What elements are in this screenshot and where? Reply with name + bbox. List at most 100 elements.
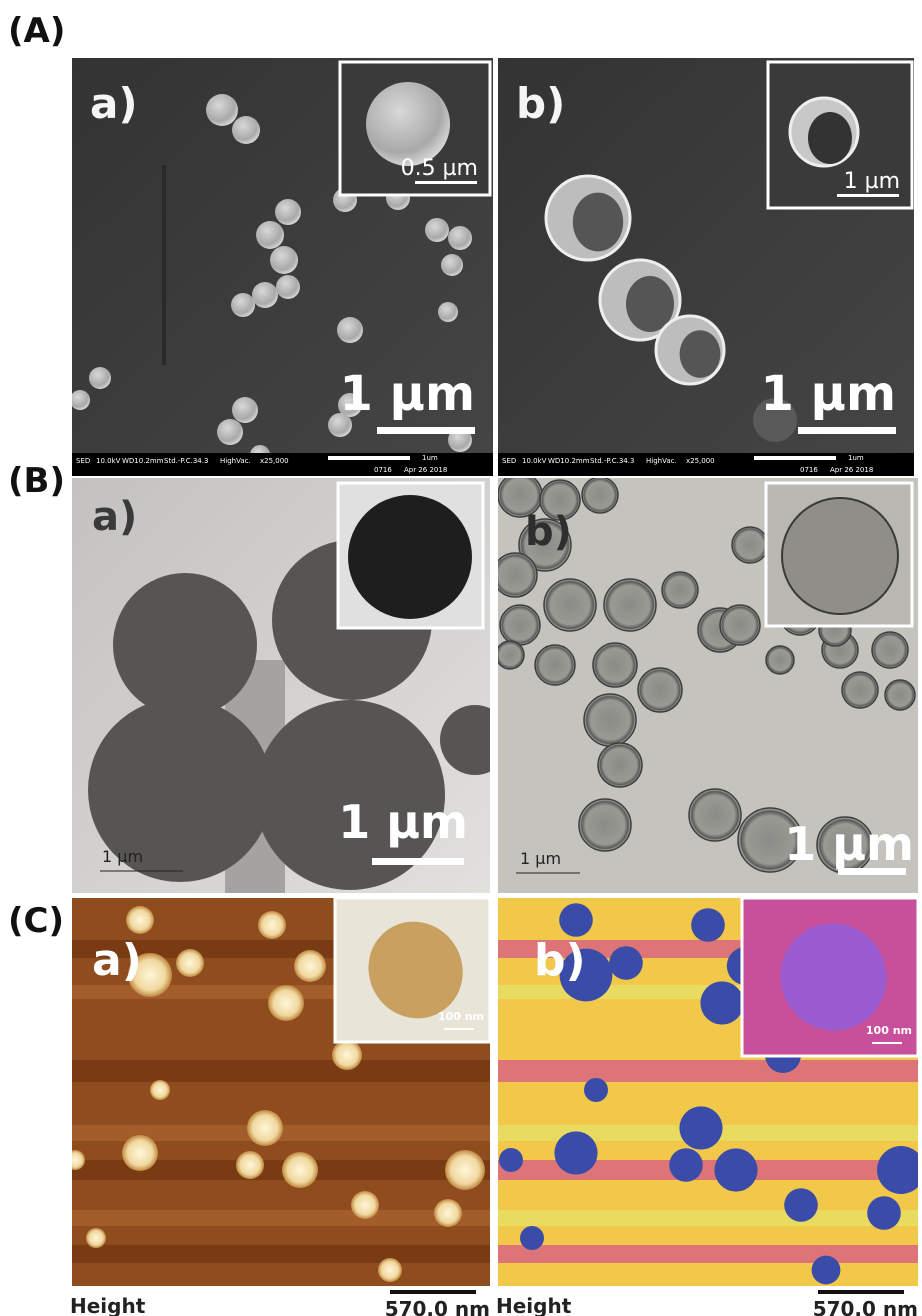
afm-particle (86, 1228, 106, 1248)
afm-particle (294, 950, 326, 982)
particle (231, 293, 255, 317)
particle (328, 413, 352, 437)
scale-label: 1 µm (340, 366, 475, 422)
afm-stripe (498, 1160, 918, 1180)
tem-capsule (637, 667, 683, 713)
scale-bar (390, 1290, 476, 1294)
panel-label: a) (92, 935, 142, 986)
scale-label: 1 µm (761, 366, 896, 422)
afm-particle (247, 1110, 283, 1146)
panel-image (498, 478, 918, 893)
inset-particle (780, 923, 887, 1031)
afm-particle (700, 981, 744, 1025)
afm-particle (609, 946, 643, 980)
inset-opening (808, 112, 852, 164)
particle (256, 221, 284, 249)
tem-capsule (581, 478, 619, 514)
tem-capsule (884, 679, 916, 711)
afm-particle (559, 903, 593, 937)
scale-label: 1 µm (338, 795, 468, 849)
particle (232, 397, 258, 423)
panel-label: a) (90, 79, 138, 128)
afm-particle (378, 1258, 402, 1282)
section-label: (C) (8, 901, 64, 941)
afm-particle (520, 1226, 544, 1250)
info-text: WD10.2mm (122, 457, 164, 465)
scale-bar (372, 858, 464, 865)
afm-stripe (72, 1210, 490, 1226)
info-text: HighVac. (220, 457, 251, 465)
hollow-opening (572, 192, 624, 252)
tem-capsule (603, 578, 657, 632)
tem-sphere (113, 573, 257, 717)
afm-particle (877, 1146, 918, 1194)
tem-capsule (498, 552, 538, 598)
afm-particle (669, 1148, 703, 1182)
tem-capsule (583, 693, 637, 747)
particle (438, 302, 458, 322)
afm-particle (811, 1255, 841, 1285)
inset-particle (366, 82, 450, 166)
info-text: Std.-P.C.34.3 (590, 457, 634, 465)
afm-particle (714, 1148, 758, 1192)
inset-scale-bar (872, 1042, 902, 1044)
afm-particle (72, 1150, 85, 1170)
tem-capsule (592, 642, 638, 688)
afm-particle (282, 1152, 318, 1188)
afm-particle (268, 985, 304, 1021)
scale-label: 570.0 nm (385, 1297, 490, 1316)
tem-sphere (440, 705, 490, 775)
tem-capsule (518, 518, 572, 572)
afm-stripe (498, 1245, 918, 1263)
particle (276, 275, 300, 299)
tem-capsule (578, 798, 632, 852)
particle (232, 116, 260, 144)
inset-scale-label: 100 nm (438, 1010, 484, 1023)
particle (338, 393, 362, 417)
afm-stripe (498, 1210, 918, 1226)
tem-capsule (841, 671, 879, 709)
particle (89, 367, 111, 389)
particle (425, 218, 449, 242)
tem-capsule (737, 807, 803, 873)
particle (252, 282, 278, 308)
info-text: 0716 (800, 466, 818, 474)
inset-scale-bar (415, 181, 477, 184)
hollow-opening (679, 330, 721, 378)
small-scale-label: 1 µm (102, 847, 143, 866)
info-text: 1um (848, 454, 864, 462)
tem-capsule (539, 479, 581, 521)
afm-particle (176, 949, 204, 977)
tem-capsule (499, 604, 541, 646)
inset-scale-label: 100 nm (866, 1024, 912, 1037)
info-text: 10.0kV (96, 457, 121, 465)
afm-stripe (72, 1160, 490, 1180)
info-text: WD10.2mm (548, 457, 590, 465)
tem-capsule (719, 604, 761, 646)
panel-label: b) (525, 509, 572, 555)
afm-particle (584, 1078, 608, 1102)
afm-stripe (72, 1060, 490, 1082)
particle (441, 254, 463, 276)
afm-particle (258, 911, 286, 939)
scale-bar (377, 427, 475, 434)
info-text: SED (502, 457, 516, 465)
scale-label: 1 µm (784, 817, 914, 871)
channel-label: Height (70, 1294, 146, 1316)
tem-capsule (543, 578, 597, 632)
info-text: Apr 26 2018 (830, 466, 873, 474)
tem-capsule (765, 645, 795, 675)
afm-particle (445, 1150, 485, 1190)
panel-label: b) (516, 79, 565, 128)
afm-particle (332, 1040, 362, 1070)
afm-particle (434, 1199, 462, 1227)
particle (270, 246, 298, 274)
inset-capsule (781, 497, 899, 615)
info-text: Std.-P.C.34.3 (164, 457, 208, 465)
inset-sphere (348, 495, 472, 619)
afm-stripe (498, 1060, 918, 1082)
tem-sphere (88, 698, 272, 882)
blurred-particle (753, 398, 797, 442)
particle (250, 445, 270, 453)
